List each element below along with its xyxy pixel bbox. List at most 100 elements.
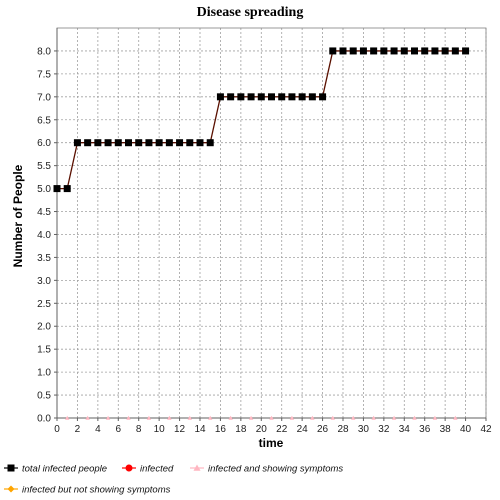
x-tick-label: 0 bbox=[54, 424, 60, 435]
data-point bbox=[329, 47, 337, 55]
y-tick-label: 2.5 bbox=[37, 299, 51, 310]
legend-marker bbox=[125, 464, 133, 472]
data-point bbox=[135, 139, 143, 147]
data-point bbox=[125, 139, 132, 147]
legend-label: total infected people bbox=[22, 464, 107, 475]
data-point bbox=[104, 139, 112, 147]
plot-area bbox=[56, 27, 487, 419]
data-point bbox=[380, 47, 388, 55]
data-point bbox=[349, 47, 357, 55]
x-tick-label: 40 bbox=[460, 424, 472, 435]
series-0 bbox=[53, 47, 470, 193]
x-tick-label: 28 bbox=[337, 424, 349, 435]
data-point bbox=[165, 139, 173, 147]
data-point bbox=[339, 47, 347, 55]
legend-marker bbox=[193, 464, 201, 471]
data-point bbox=[451, 47, 459, 55]
series-layer bbox=[53, 47, 470, 420]
legend-item: infected and showing symptoms bbox=[190, 464, 343, 475]
y-axis-label: Number of People bbox=[11, 164, 25, 267]
legend-marker bbox=[7, 485, 15, 493]
x-tick-label: 20 bbox=[256, 424, 268, 435]
legend: total infected people infected infected an… bbox=[4, 464, 343, 496]
x-tick-label: 42 bbox=[480, 424, 492, 435]
y-tick-label: 6.0 bbox=[37, 138, 51, 149]
data-point bbox=[319, 93, 327, 101]
x-tick-label: 14 bbox=[194, 424, 206, 435]
data-point bbox=[432, 415, 438, 420]
x-tick-label: 12 bbox=[174, 424, 186, 435]
data-point bbox=[65, 415, 70, 420]
data-point bbox=[63, 185, 71, 193]
data-point bbox=[167, 415, 172, 420]
legend-item: total infected people bbox=[4, 464, 107, 475]
x-tick-label: 2 bbox=[75, 424, 81, 435]
y-tick-label: 7.0 bbox=[37, 92, 51, 103]
data-point bbox=[146, 415, 152, 420]
data-point bbox=[114, 139, 122, 147]
y-tick-label: 3.0 bbox=[37, 276, 51, 287]
data-point bbox=[186, 139, 194, 147]
grid bbox=[56, 28, 487, 419]
data-point bbox=[411, 47, 418, 55]
y-tick-label: 1.0 bbox=[37, 368, 51, 379]
x-tick-label: 36 bbox=[419, 424, 431, 435]
y-tick-label: 5.5 bbox=[37, 161, 51, 172]
data-point bbox=[412, 415, 417, 420]
x-tick-label: 6 bbox=[116, 424, 122, 435]
data-point bbox=[94, 139, 102, 147]
data-point bbox=[227, 93, 235, 101]
x-tick-label: 22 bbox=[276, 424, 288, 435]
data-point bbox=[288, 93, 296, 101]
series-2 bbox=[65, 415, 458, 420]
chart-title: Disease spreading bbox=[197, 5, 304, 20]
data-point bbox=[208, 415, 213, 420]
data-point bbox=[370, 47, 378, 55]
data-point bbox=[462, 47, 470, 55]
data-point bbox=[237, 93, 245, 101]
x-tick-label: 34 bbox=[399, 424, 411, 435]
legend-label: infected bbox=[140, 464, 174, 475]
data-point bbox=[176, 139, 184, 147]
y-tick-label: 8.0 bbox=[37, 46, 51, 57]
x-tick-label: 38 bbox=[440, 424, 452, 435]
y-axis: 0.0 0.5 1.0 1.5 2.0 2.5 3.0 3.5 4.0 4.5 5.0 5.5 6.0 6… bbox=[37, 28, 58, 425]
y-tick-label: 5.0 bbox=[37, 184, 51, 195]
data-point bbox=[278, 93, 286, 101]
data-point bbox=[441, 47, 449, 55]
data-point bbox=[421, 47, 429, 55]
data-point bbox=[84, 139, 92, 147]
legend-item: infected but not showing symptoms bbox=[4, 485, 171, 496]
y-tick-label: 1.5 bbox=[37, 345, 51, 356]
x-tick-label: 16 bbox=[215, 424, 227, 435]
x-tick-label: 30 bbox=[358, 424, 370, 435]
data-point bbox=[257, 93, 265, 101]
x-axis: 0 2 4 6 8 10 12 14 16 18 20 22 24 26 28 30 32 34 36 38 40 42 bbox=[54, 417, 492, 435]
x-tick-label: 32 bbox=[378, 424, 390, 435]
x-tick-label: 18 bbox=[235, 424, 247, 435]
y-tick-label: 6.5 bbox=[37, 115, 51, 126]
data-point bbox=[269, 415, 274, 420]
data-point bbox=[248, 415, 254, 420]
data-point bbox=[196, 139, 204, 147]
data-point bbox=[268, 93, 275, 101]
data-point bbox=[216, 93, 224, 101]
x-tick-label: 24 bbox=[297, 424, 309, 435]
x-tick-label: 8 bbox=[136, 424, 142, 435]
data-point bbox=[105, 415, 111, 420]
data-point bbox=[400, 47, 408, 55]
data-point bbox=[298, 93, 306, 101]
data-point bbox=[310, 415, 315, 420]
y-tick-label: 4.5 bbox=[37, 207, 51, 218]
y-tick-label: 4.0 bbox=[37, 230, 51, 241]
x-tick-label: 10 bbox=[154, 424, 166, 435]
data-point bbox=[126, 415, 131, 420]
data-point bbox=[431, 47, 439, 55]
data-point bbox=[85, 415, 90, 420]
data-point bbox=[453, 415, 458, 420]
legend-item: infected bbox=[122, 464, 174, 475]
data-point bbox=[390, 47, 398, 55]
data-point bbox=[228, 415, 233, 420]
data-point bbox=[73, 139, 81, 147]
